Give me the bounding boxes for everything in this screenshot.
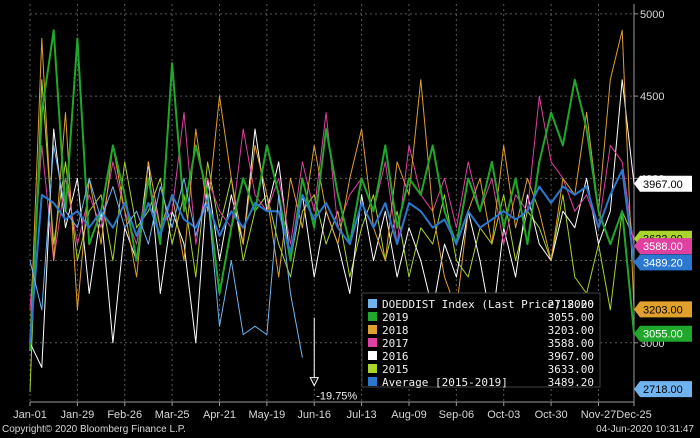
x-tick-label: Jun-16 bbox=[297, 409, 331, 421]
legend-value-3: 3588.00 bbox=[548, 337, 594, 350]
last-value-tags: 3967.003633.003588.003489.203203.003055.… bbox=[634, 175, 692, 398]
legend-swatch-5 bbox=[368, 364, 377, 373]
x-axis: Jan-01 Jan-29 Feb-26 Mar-25 Apr-21 May-19 Jun-… bbox=[13, 401, 652, 421]
legend-value-0: 2718.00 bbox=[548, 298, 594, 311]
x-tick-label: Sep-06 bbox=[439, 409, 474, 421]
series-lines bbox=[29, 29, 635, 393]
legend-swatch-2 bbox=[368, 325, 377, 334]
x-tick-label: Jan-01 bbox=[13, 409, 47, 421]
annotation-arrow-head bbox=[309, 377, 320, 387]
series-line-1 bbox=[29, 29, 635, 352]
legend-swatch-0 bbox=[368, 299, 377, 308]
x-tick-label: Apr-21 bbox=[203, 409, 236, 421]
y-tick-label: 5000 bbox=[640, 9, 664, 21]
legend-label-4: 2016 bbox=[382, 350, 409, 363]
annotation: -19.75% bbox=[309, 317, 357, 403]
x-tick-label: Oct-30 bbox=[535, 409, 568, 421]
x-tick-label: Mar-25 bbox=[155, 409, 190, 421]
last-value-tag-1 bbox=[634, 325, 692, 342]
y-tick-label: 4500 bbox=[640, 91, 664, 103]
legend-swatch-1 bbox=[368, 312, 377, 321]
series-line-3 bbox=[29, 95, 635, 310]
legend-swatch-6 bbox=[368, 377, 377, 386]
legend-swatch-3 bbox=[368, 338, 377, 347]
last-value-tag-3 bbox=[634, 238, 692, 255]
legend-value-6: 3489.20 bbox=[548, 376, 594, 389]
last-value-tag-text-3: 3588.00 bbox=[643, 241, 683, 253]
legend-label-0: DOEDDIST Index (Last Price) 2020 bbox=[382, 298, 594, 311]
last-value-tag-4 bbox=[634, 175, 692, 192]
copyright-text: Copyright© 2020 Bloomberg Finance L.P. bbox=[2, 424, 186, 435]
legend-value-2: 3203.00 bbox=[548, 324, 594, 337]
annotation-label: -19.75% bbox=[316, 391, 357, 403]
last-value-tag-text-0: 2718.00 bbox=[643, 384, 683, 396]
x-tick-label: Jan-29 bbox=[61, 409, 95, 421]
legend-label-6: Average [2015-2019] bbox=[382, 376, 508, 389]
legend-box bbox=[361, 292, 601, 388]
series-line-0 bbox=[29, 144, 303, 358]
x-tick-label: Dec-25 bbox=[616, 409, 651, 421]
last-value-tag-text-2: 3203.00 bbox=[643, 304, 683, 316]
last-value-tag-text-6: 3489.20 bbox=[643, 257, 683, 269]
legend-label-1: 2019 bbox=[382, 311, 409, 324]
series-line-2 bbox=[29, 29, 635, 343]
legend-swatch-4 bbox=[368, 351, 377, 360]
y-axis: 30003500400045005000 bbox=[633, 4, 664, 402]
last-value-tag-0 bbox=[634, 381, 692, 398]
x-tick-label: Jul-13 bbox=[347, 409, 377, 421]
legend-label-5: 2015 bbox=[382, 363, 409, 376]
x-tick-label: Nov-27 bbox=[581, 409, 616, 421]
x-tick-label: Oct-03 bbox=[487, 409, 520, 421]
x-tick-label: Feb-26 bbox=[107, 409, 142, 421]
legend-value-1: 3055.00 bbox=[548, 311, 594, 324]
x-tick-label: Aug-09 bbox=[391, 409, 426, 421]
last-value-tag-text-4: 3967.00 bbox=[643, 179, 683, 191]
legend-value-4: 3967.00 bbox=[548, 350, 594, 363]
x-tick-label: May-19 bbox=[249, 409, 286, 421]
legend-label-3: 2017 bbox=[382, 337, 409, 350]
timestamp-text: 04-Jun-2020 10:31:47 bbox=[596, 424, 694, 435]
last-value-tag-2 bbox=[634, 301, 692, 318]
last-value-tag-6 bbox=[634, 254, 692, 271]
legend-value-5: 3633.00 bbox=[548, 363, 594, 376]
legend-label-2: 2018 bbox=[382, 324, 409, 337]
last-value-tag-text-1: 3055.00 bbox=[643, 329, 683, 341]
